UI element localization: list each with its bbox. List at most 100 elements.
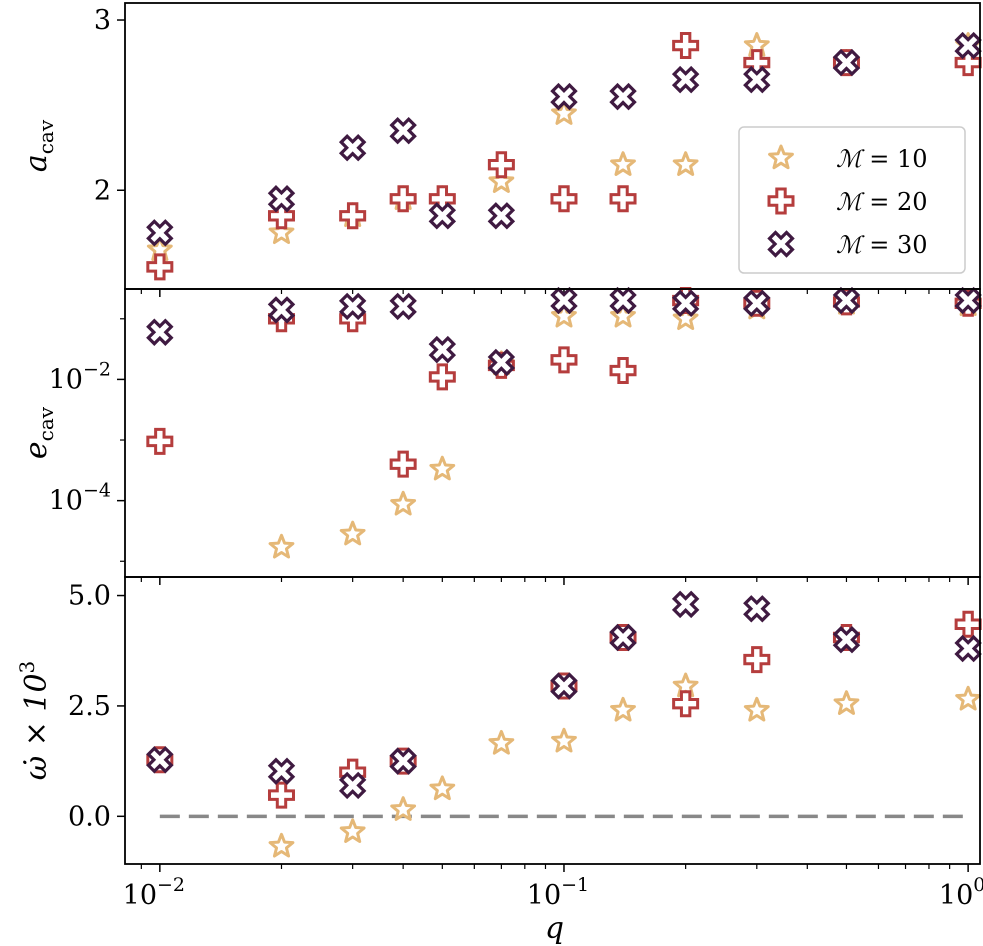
- data-point: [267, 757, 296, 785]
- data-point: [743, 65, 771, 94]
- data-point: [487, 202, 516, 230]
- data-point: [389, 116, 417, 145]
- data-point: [743, 646, 771, 674]
- data-point: [551, 302, 577, 328]
- data-point: [267, 202, 295, 230]
- legend-frame: [738, 126, 966, 274]
- data-point: [428, 335, 457, 364]
- data-point: [268, 533, 295, 559]
- data-point: [429, 455, 456, 481]
- data-point: [488, 168, 515, 193]
- data-point: [268, 832, 295, 858]
- data-point: [339, 202, 367, 230]
- y-axis-label: ecav: [19, 406, 58, 459]
- data-point: [832, 625, 861, 654]
- panel-acav: 2 3 acav ℳ = 10 ℳ = 20 ℳ = 30: [19, 2, 982, 297]
- data-point: [267, 185, 296, 213]
- data-point: [338, 771, 367, 800]
- data-point: [550, 82, 578, 111]
- data-point: [487, 151, 515, 179]
- data-point: [146, 253, 174, 281]
- series-M10: [268, 289, 982, 559]
- data-point: [609, 185, 637, 213]
- data-point: [389, 747, 417, 775]
- legend: ℳ = 10 ℳ = 20 ℳ = 30: [738, 126, 966, 274]
- legend-label: ℳ = 20: [836, 188, 928, 216]
- data-point: [954, 49, 982, 77]
- series-M10: [268, 672, 982, 858]
- data-point: [146, 746, 174, 774]
- data-point: [339, 818, 366, 843]
- legend-label: ℳ = 30: [836, 231, 928, 259]
- data-point: [672, 690, 700, 718]
- data-point: [146, 427, 174, 455]
- data-point: [428, 363, 456, 391]
- data-point: [954, 610, 982, 638]
- legend-label: ℳ = 10: [836, 145, 928, 173]
- data-point: [550, 346, 578, 374]
- panel-frame: [124, 288, 981, 578]
- data-point: [146, 318, 174, 346]
- data-point: [610, 151, 636, 176]
- data-point: [609, 357, 637, 385]
- data-point: [389, 292, 417, 321]
- data-point: [551, 727, 577, 753]
- data-point: [146, 219, 174, 247]
- data-point: [487, 348, 516, 377]
- y-tick-label: 10−2: [49, 358, 111, 395]
- legend-marker: [767, 187, 795, 215]
- data-point: [390, 796, 417, 821]
- data-point: [390, 490, 417, 516]
- data-point: [743, 595, 771, 623]
- data-point: [389, 185, 417, 213]
- y-tick-label: 2.5: [68, 691, 111, 722]
- data-point: [743, 696, 770, 722]
- data-point: [832, 48, 861, 77]
- legend-marker: [768, 144, 794, 170]
- data-point: [743, 289, 771, 318]
- data-point: [672, 305, 699, 330]
- data-point: [550, 185, 578, 213]
- data-point: [671, 65, 700, 94]
- data-point: [833, 690, 860, 715]
- series-M20: [146, 32, 982, 281]
- data-point: [268, 219, 295, 245]
- x-tick-label: 10−1: [527, 874, 589, 911]
- data-point: [954, 634, 982, 663]
- data-point: [671, 289, 700, 318]
- data-point: [551, 100, 577, 125]
- data-point: [550, 672, 578, 700]
- x-axis-label: q: [545, 911, 564, 946]
- data-point: [609, 82, 637, 111]
- data-point: [610, 302, 636, 328]
- data-point: [671, 590, 700, 619]
- x-tick-label: 10−2: [123, 874, 185, 911]
- data-point: [610, 696, 636, 722]
- x-tick-label: 100: [939, 874, 983, 911]
- data-point: [267, 781, 295, 809]
- data-point: [955, 685, 982, 711]
- data-point: [338, 133, 367, 162]
- y-tick-label: 10−4: [49, 480, 111, 517]
- data-point: [954, 31, 982, 60]
- data-point: [428, 202, 457, 230]
- y-axis-label: ω̇ × 103: [15, 661, 54, 781]
- data-point: [267, 296, 296, 324]
- data-point: [672, 151, 699, 176]
- y-axis-label: acav: [19, 119, 58, 172]
- panel-ecav: 10−2 10−4 ecav: [19, 286, 982, 585]
- y-tick-label: 2: [94, 175, 111, 206]
- data-point: [672, 32, 700, 60]
- data-point: [609, 623, 637, 652]
- y-tick-label: 5.0: [68, 581, 111, 612]
- panel-omegadot: 0.0 2.5 5.0 ω̇ × 103: [15, 576, 982, 872]
- y-tick-label: 0.0: [68, 801, 111, 832]
- panel-frame: [124, 576, 981, 865]
- legend-marker: [767, 230, 795, 258]
- y-tick-label: 3: [94, 5, 111, 36]
- data-point: [488, 729, 515, 755]
- series-M30: [146, 590, 982, 800]
- series-M30: [146, 31, 982, 247]
- data-point: [389, 450, 417, 478]
